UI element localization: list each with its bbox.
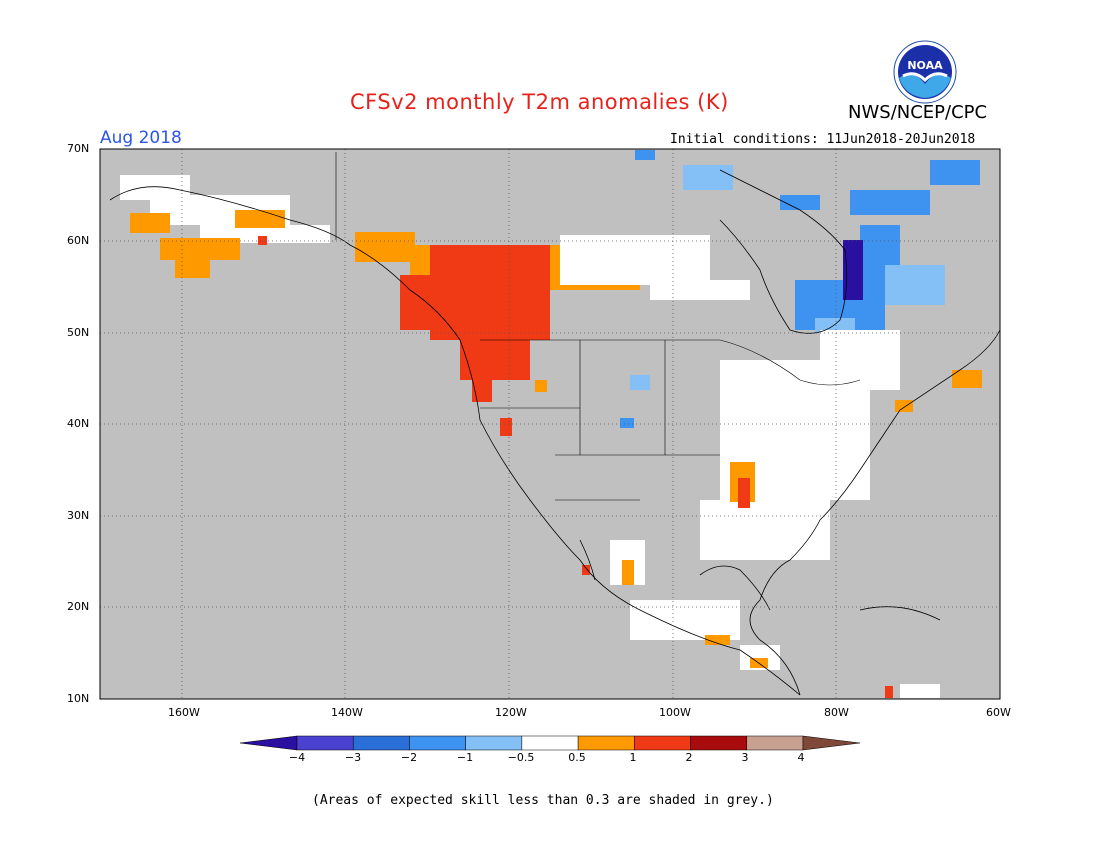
political-borders — [335, 152, 861, 501]
colorbar-arrow-low — [239, 735, 298, 751]
chart-title: CFSv2 monthly T2m anomalies (K) — [350, 90, 729, 114]
lat-label-10n: 10N — [67, 692, 90, 705]
anomaly-southeast-white — [700, 500, 830, 560]
anomaly-idaho-orange — [535, 380, 547, 392]
colorbar-segment — [690, 735, 748, 751]
lat-label-40n: 40N — [67, 417, 90, 430]
colorbar-tick: −1 — [456, 751, 474, 764]
anomaly-nevada-red — [500, 418, 512, 436]
coastlines — [109, 169, 1001, 696]
anomaly-alaska-orange-3 — [160, 238, 240, 260]
anomaly-mexico-orange-2 — [705, 635, 730, 645]
anomaly-canada-white-2 — [650, 280, 750, 300]
anomaly-plains-blue — [620, 418, 634, 428]
lon-label-120w: 120W — [495, 706, 527, 719]
anomaly-alaska-orange-4 — [175, 260, 210, 278]
anomaly-arctic-blue-3 — [780, 195, 820, 210]
anomaly-nw-red-4 — [472, 372, 492, 402]
anomaly-mexico-white-2 — [630, 600, 740, 640]
lat-label-60n: 60N — [67, 234, 90, 247]
anomaly-arctic-blue-2 — [850, 190, 930, 215]
agency-label: NWS/NCEP/CPC — [848, 102, 988, 123]
anomaly-arctic-blue-1 — [930, 160, 980, 185]
colorbar-tick: 2 — [685, 751, 693, 764]
colorbar-tick: 1 — [629, 751, 637, 764]
anomaly-baja-red — [582, 565, 590, 575]
colorbar-tick: −0.5 — [507, 751, 535, 764]
anomaly-fields — [120, 150, 982, 698]
colorbar-segment — [465, 735, 523, 751]
colorbar — [239, 735, 861, 751]
colorbar-segment — [296, 735, 354, 751]
colorbar-segment — [577, 735, 635, 751]
lat-label-30n: 30N — [67, 509, 90, 522]
colorbar-segment — [409, 735, 466, 751]
initial-conditions: Initial conditions: 11Jun2018-20Jun2018 — [670, 132, 976, 147]
anomaly-ne-orange — [895, 400, 913, 412]
colorbar-segment — [352, 735, 410, 751]
colorbar-tick: −2 — [400, 751, 418, 764]
colorbar-segment — [521, 735, 579, 751]
anomaly-labrador-lightblue — [885, 265, 945, 305]
anomaly-alaska-orange-2 — [235, 210, 285, 228]
colorbar-tick: −3 — [344, 751, 362, 764]
anomaly-south-red — [738, 478, 750, 508]
lat-label-50n: 50N — [67, 326, 90, 339]
colorbar-tick: 4 — [797, 751, 805, 764]
anomaly-sa-red — [885, 686, 893, 698]
map-frame — [99, 148, 1001, 700]
anomaly-arctic-blue-4 — [635, 150, 655, 160]
anomaly-nw-orange-1 — [355, 232, 415, 262]
colorbar-tick: 3 — [741, 751, 749, 764]
colorbar-arrow-high — [802, 735, 861, 751]
noaa-logo: NOAA — [893, 40, 957, 104]
anomaly-nw-red-3 — [460, 340, 530, 380]
anomaly-northeast-white — [820, 330, 900, 390]
anomaly-maritime-orange — [952, 370, 982, 388]
lat-label-70n: 70N — [67, 142, 90, 155]
anomaly-sa-white — [900, 684, 940, 698]
anomaly-plains-lightblue — [630, 375, 650, 390]
anomaly-alaska-red — [258, 236, 267, 245]
anomaly-canada-white-1 — [560, 235, 710, 285]
anomaly-arctic-lightblue — [683, 165, 733, 190]
skill-note: (Areas of expected skill less than 0.3 a… — [312, 793, 774, 808]
lon-label-60w: 60W — [986, 706, 1011, 719]
colorbar-tick: 0.5 — [568, 751, 586, 764]
forecast-month: Aug 2018 — [100, 128, 182, 148]
anomaly-mexico-orange — [622, 560, 634, 585]
lat-label-20n: 20N — [67, 600, 90, 613]
anomaly-hudson-darkblue — [843, 240, 863, 300]
lon-label-80w: 80W — [824, 706, 849, 719]
colorbar-tick: −4 — [288, 751, 306, 764]
anomaly-alaska-orange-1 — [130, 213, 170, 233]
logo-text: NOAA — [907, 59, 943, 72]
lon-label-100w: 100W — [659, 706, 691, 719]
anomaly-quebec-lightblue — [815, 318, 855, 333]
lon-label-160w: 160W — [168, 706, 200, 719]
anomaly-nw-red-2 — [400, 275, 460, 330]
colorbar-segment — [634, 735, 691, 751]
colorbar-segment — [746, 735, 804, 751]
lon-label-140w: 140W — [331, 706, 363, 719]
